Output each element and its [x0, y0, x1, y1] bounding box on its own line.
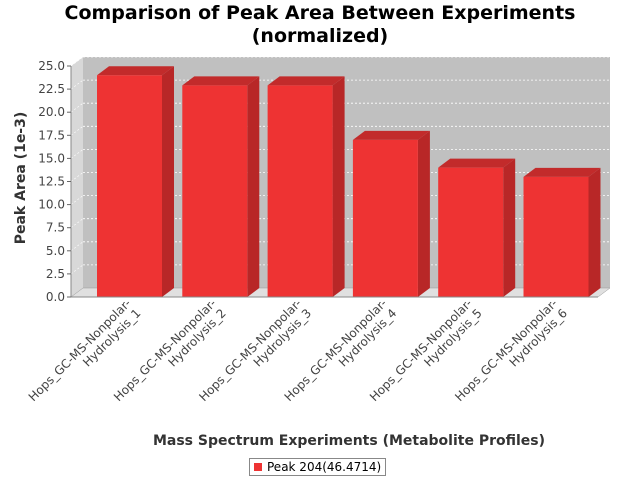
chart-title-line-2: (normalized): [251, 25, 389, 47]
x-tick-labels: Hops_GC-MS-Nonpolar-Hydrolysis_1Hops_GC-…: [26, 296, 570, 404]
bar-top: [97, 66, 174, 76]
bar: [182, 76, 260, 298]
y-tick-label: 5.0: [46, 244, 65, 258]
y-tick-label: 10.0: [38, 198, 65, 212]
bar-front: [97, 75, 162, 298]
bar-side: [503, 158, 516, 297]
gridline-side: [70, 126, 84, 136]
bar: [267, 76, 345, 298]
gridline-side: [70, 241, 84, 252]
bar-side: [247, 76, 260, 298]
gridline-side: [70, 79, 84, 90]
legend-label: Peak 204(46.4714): [267, 460, 382, 474]
gridline-side: [70, 149, 84, 159]
bar-top: [267, 76, 345, 86]
gridline-side: [70, 56, 84, 67]
bar: [523, 167, 601, 297]
bar-front: [182, 85, 248, 298]
gridline-side: [70, 102, 84, 113]
bars: [97, 66, 601, 298]
gridline-side: [70, 195, 84, 205]
legend-swatch: [254, 463, 262, 471]
bar-top: [352, 130, 430, 140]
bar-front: [438, 167, 504, 297]
y-tick-label: 22.5: [38, 82, 65, 96]
bar: [352, 130, 430, 297]
y-tick-labels: 0.0 2.5 5.0 7.5 10.0 12.5 15.0 17.5 20.0 22.5 25.0: [38, 59, 71, 304]
gridlines: [70, 56, 610, 275]
bar-top: [182, 76, 260, 86]
legend: Peak 204(46.4714): [249, 458, 387, 476]
y-tick-label: 7.5: [46, 221, 65, 235]
bar-side: [332, 76, 345, 298]
bar-front: [267, 85, 333, 298]
bar-front: [523, 176, 589, 297]
bar-top: [523, 167, 601, 177]
bar-front: [352, 139, 418, 297]
gridline-side: [70, 218, 84, 228]
y-tick-label: 17.5: [38, 128, 65, 142]
bar-side: [417, 130, 430, 297]
chart-title-line-1: Comparison of Peak Area Between Experime…: [64, 2, 576, 24]
y-tick-label: 0.0: [46, 290, 65, 304]
bar: [97, 66, 174, 298]
gridline-side: [70, 172, 84, 182]
chart-title: Comparison of Peak Area Between Experime…: [0, 2, 640, 48]
plot-left-wall: [71, 57, 83, 297]
y-tick-label: 12.5: [38, 175, 65, 189]
y-tick-label: 20.0: [38, 105, 65, 119]
gridline-side: [70, 264, 84, 275]
bar: [438, 158, 516, 297]
bar-top: [438, 158, 516, 168]
x-axis-label: Mass Spectrum Experiments (Metabolite Pr…: [153, 433, 545, 449]
y-tick-label: 15.0: [38, 151, 65, 165]
bar-side: [162, 66, 174, 298]
bar-side: [588, 167, 601, 297]
y-tick-label: 25.0: [38, 59, 65, 73]
y-tick-label: 2.5: [46, 267, 65, 281]
y-axis-label: Peak Area (1e-3): [13, 112, 29, 245]
